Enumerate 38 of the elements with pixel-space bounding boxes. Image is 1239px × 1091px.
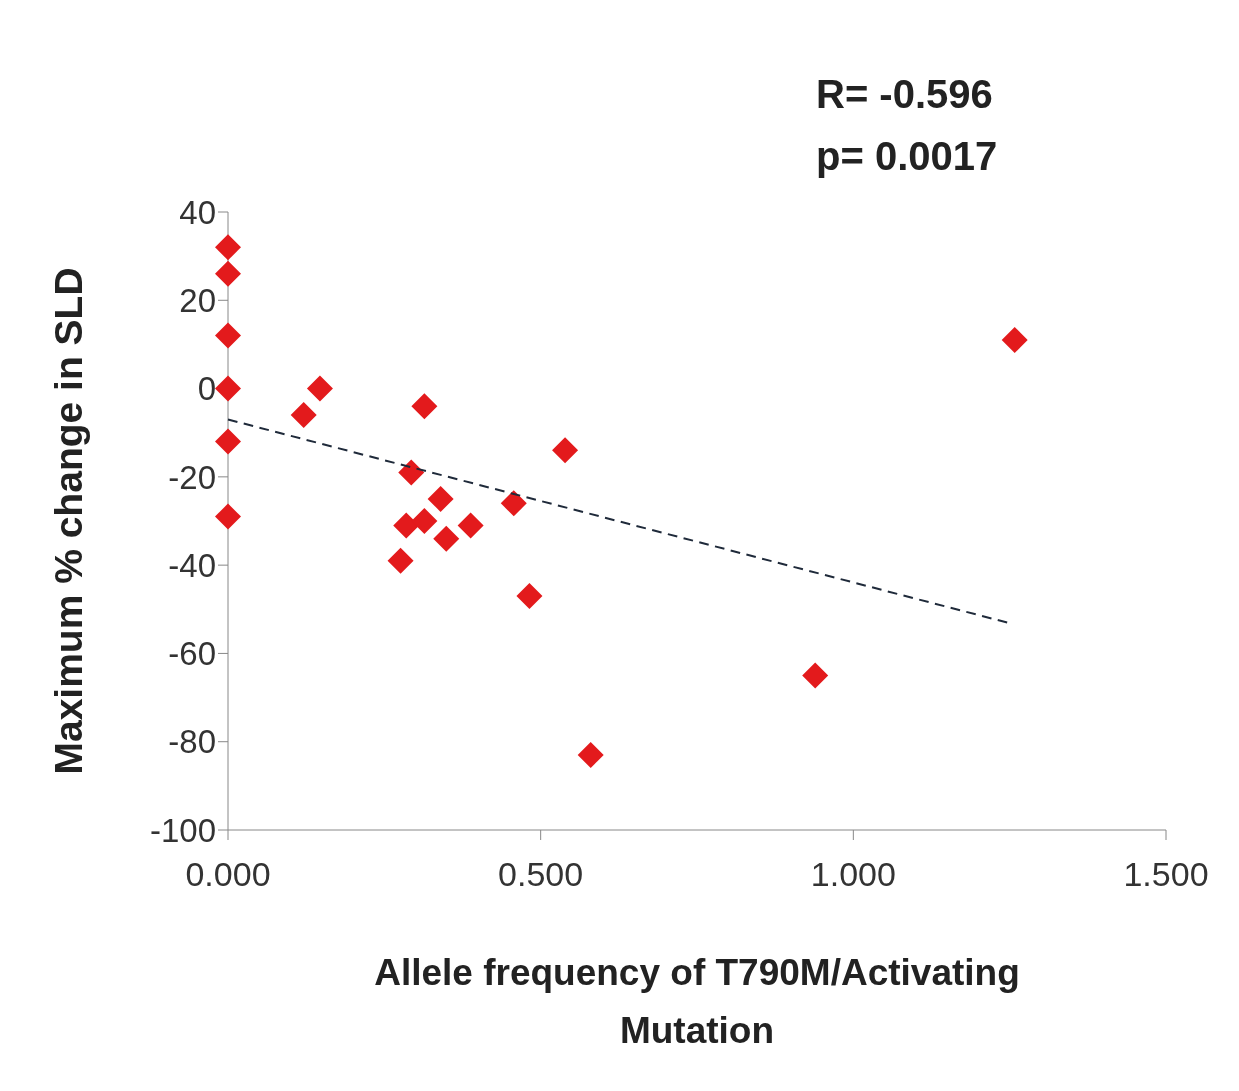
x-tick-label: 0.500 [498,855,584,894]
point [552,437,579,464]
point [516,583,543,610]
point [577,741,604,768]
point [215,375,241,402]
point [411,508,438,534]
point [393,512,420,539]
y-tick-label: -100 [149,811,216,849]
y-tick-label: -80 [168,723,216,761]
text: R= -0.596 [816,71,994,118]
point [433,525,460,552]
y-tick-label: -40 [168,546,216,584]
x-tick-label: 1.000 [810,855,896,894]
y-tick-label: -20 [168,458,216,496]
x-tick-label: 1.500 [1123,855,1209,894]
x-tick-label: 0.000 [185,855,271,894]
point [500,490,527,517]
point [1001,327,1028,354]
point [215,428,241,455]
x-axis-title: Allele frequency of T790M/Activating Mutation [374,952,1020,1051]
point [427,485,454,512]
point [215,260,241,287]
point [457,512,484,539]
point [215,234,241,261]
y-axis-title: Maximum % change in SLD [46,267,90,775]
y-tick-label: 0 [197,370,216,408]
point [398,459,425,486]
point [387,547,414,574]
point [306,375,333,402]
point [215,503,241,530]
y-tick-label: -60 [168,635,216,673]
y-tick-label: 20 [179,282,216,319]
point [411,393,438,420]
point [215,322,241,349]
point [290,402,317,429]
point [802,662,829,689]
y-tick-label: 40 [179,193,216,231]
text: p= 0.0017 [816,133,998,180]
